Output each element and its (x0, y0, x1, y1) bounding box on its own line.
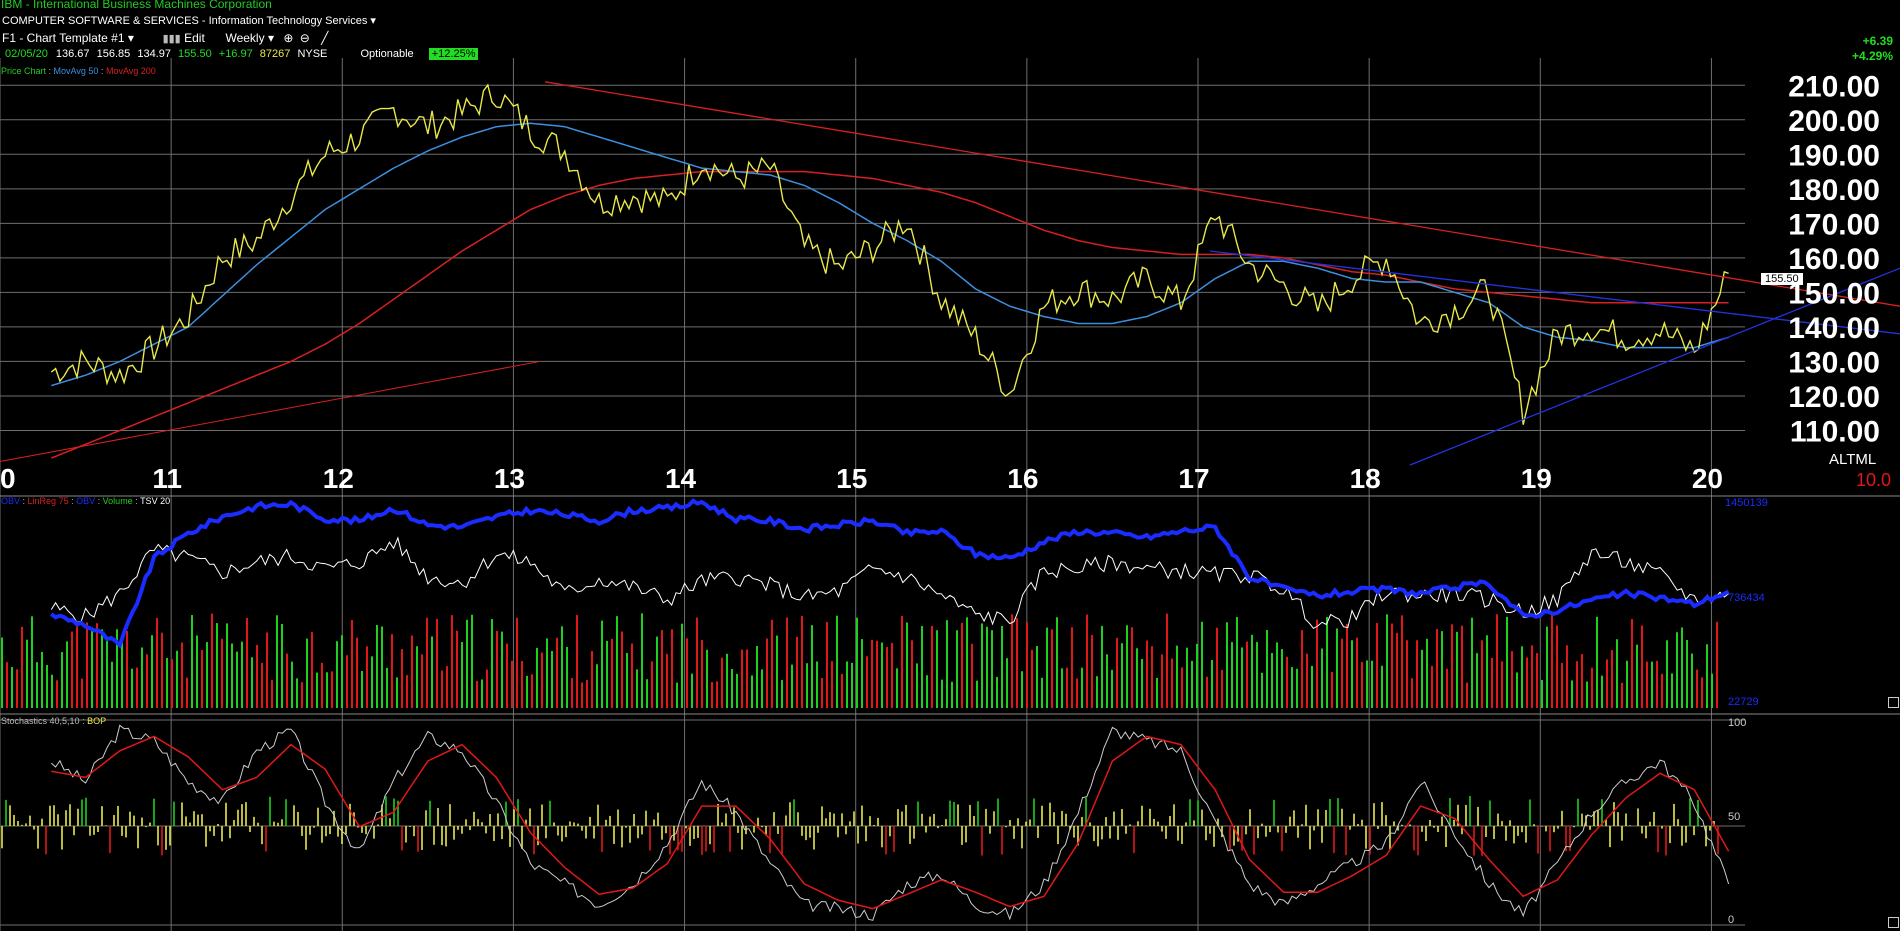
grid (0, 58, 1900, 931)
obv-top-value: 1450139 (1725, 497, 1768, 509)
obv-line (50, 498, 1730, 649)
legend-tsv: TSV 20 (140, 496, 171, 506)
legend-ma200: MovAvg 200 (105, 66, 156, 76)
stoch-50-label: 50 (1728, 811, 1741, 823)
volume-legend: OBV : LinReg 75 : OBV : Volume : TSV 20 (1, 496, 171, 506)
x-tick-label: 18 (1350, 463, 1381, 494)
panel-toggle-button[interactable] (1888, 917, 1899, 928)
altml-label[interactable]: ALTML (1829, 451, 1876, 468)
legend-stoch: Stochastics 40,5,10 (1, 716, 80, 726)
legend-obv2: OBV (76, 496, 96, 506)
axis-labels: 210.00200.00190.00180.00170.00160.00150.… (0, 70, 1880, 494)
stoch-100-label: 100 (1728, 717, 1747, 729)
optionable-label: Optionable (360, 48, 414, 60)
ma200-line (51, 170, 1729, 459)
altml-text: ALTML (1829, 451, 1877, 468)
legend-ma50: MovAvg 50 (53, 66, 99, 76)
y-tick-label: 210.00 (1788, 70, 1880, 103)
chevron-down-icon[interactable]: ▾ (370, 15, 376, 27)
stoch-0-label: 0 (1728, 914, 1735, 926)
price-line (50, 83, 1729, 425)
template-label: F1 - Chart Template #1 (2, 31, 125, 45)
quote-open: 136.67 (55, 48, 90, 60)
x-tick-label: 19 (1521, 463, 1552, 494)
scale-value: 10.0 (1856, 470, 1892, 490)
volume-panel (1, 498, 1730, 708)
quote-volume: 87267 (259, 48, 291, 60)
stoch-k-line (50, 724, 1730, 921)
y-tick-label: 180.00 (1788, 174, 1880, 207)
x-tick-label: 13 (494, 463, 525, 494)
edit-button[interactable]: ▮▮▮ Edit (163, 31, 209, 45)
toolbar: F1 - Chart Template #1 ▾ ▮▮▮ Edit Weekly… (2, 31, 328, 45)
last-price-tag: 155.50 (1761, 273, 1803, 285)
y-tick-label: 120.00 (1788, 381, 1880, 414)
right-change: +6.39 (1862, 34, 1893, 48)
quote-close: 155.50 (178, 48, 212, 60)
symbol-title: IBM - International Business Machines Co… (1, 0, 272, 11)
y-tick-label: 110.00 (1790, 415, 1880, 448)
trendline-down-blue (1209, 250, 1900, 335)
period-select[interactable]: Weekly ▾ (225, 31, 277, 45)
trendline-up-blue (1409, 267, 1900, 466)
zoom-in-icon[interactable]: ⊕ (283, 31, 294, 45)
trendline-lower (0, 360, 541, 463)
y-tick-label: 140.00 (1788, 312, 1880, 345)
zoom-out-icon[interactable]: ⊖ (299, 31, 310, 45)
stoch-legend: Stochastics 40,5,10 : BOP (1, 716, 107, 726)
x-tick-label: 15 (836, 463, 867, 494)
legend-bop: BOP (87, 716, 107, 726)
pct-change-badge: +12.25% (428, 48, 479, 60)
obv-mid-value: 736434 (1728, 592, 1765, 604)
x-tick-label: 11 (152, 463, 182, 494)
ma50-line (51, 122, 1729, 387)
template-select[interactable]: F1 - Chart Template #1 ▾ (2, 31, 137, 45)
price-legend: Price Chart : MovAvg 50 : MovAvg 200 (1, 66, 156, 76)
right-pct: +4.29% (1851, 49, 1893, 63)
y-tick-label: 160.00 (1788, 243, 1880, 276)
quote-date: 02/05/20 (5, 48, 48, 60)
x-tick-label: 17 (1178, 463, 1209, 494)
y-tick-label: 190.00 (1788, 139, 1880, 172)
stoch-panel (1, 724, 1730, 921)
quote-low: 134.97 (137, 48, 171, 60)
quote-high: 156.85 (96, 48, 131, 60)
y-tick-label: 200.00 (1788, 105, 1880, 138)
y-tick-label: 130.00 (1788, 346, 1880, 379)
bars-icon: ▮▮▮ (162, 33, 181, 45)
quote-change: +16.97 (218, 48, 253, 60)
quote-exchange: NYSE (297, 48, 328, 60)
legend-price: Price Chart (1, 66, 47, 76)
x-tick-label: 14 (665, 463, 697, 494)
legend-linreg: LinReg 75 (27, 496, 69, 506)
chevron-down-icon: ▾ (267, 31, 274, 45)
obv-low-value: 22729 (1728, 696, 1759, 708)
chevron-down-icon: ▾ (127, 31, 134, 45)
stoch-d-line (51, 735, 1730, 910)
sector-line[interactable]: COMPUTER SOFTWARE & SERVICES - Informati… (2, 14, 376, 27)
y-tick-label: 150.00 (1788, 277, 1880, 310)
price-panel (0, 81, 1900, 466)
x-tick-label: 16 (1007, 463, 1038, 494)
sector-label: COMPUTER SOFTWARE & SERVICES - Informati… (2, 15, 368, 27)
panel-toggle-button[interactable] (1888, 697, 1899, 708)
tsv-line (50, 536, 1729, 630)
period-label: Weekly (225, 31, 265, 45)
quote-line: 02/05/20 136.67 156.85 134.97 155.50 +16… (5, 48, 479, 60)
y-tick-label: 170.00 (1788, 208, 1880, 241)
legend-obv: OBV (1, 496, 21, 506)
x-tick-label: 12 (323, 463, 354, 494)
draw-line-icon[interactable]: ╱ (321, 31, 329, 45)
x-tick-label: 20 (1692, 463, 1723, 494)
x-tick-label: 0 (0, 463, 16, 494)
legend-volume: Volume (102, 496, 133, 506)
trendline-down-red (544, 81, 1900, 307)
edit-label: Edit (184, 31, 205, 45)
